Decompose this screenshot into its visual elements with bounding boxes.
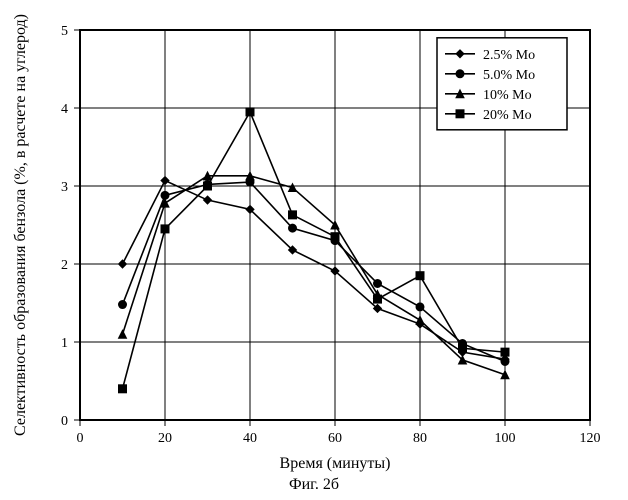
series-marker-mo_20 bbox=[119, 385, 127, 393]
x-tick-label: 60 bbox=[328, 431, 342, 446]
series-marker-mo_20 bbox=[416, 272, 424, 280]
series-marker-mo_20 bbox=[289, 211, 297, 219]
legend-label-mo_5_0: 5.0% Mo bbox=[483, 68, 535, 83]
series-marker-mo_5_0 bbox=[374, 280, 382, 288]
y-tick-label: 1 bbox=[61, 336, 68, 351]
x-tick-label: 40 bbox=[243, 431, 257, 446]
y-tick-label: 4 bbox=[61, 102, 68, 117]
legend-label-mo_20: 20% Mo bbox=[483, 108, 532, 123]
y-axis-label: Селективность образования бензола (%, в … bbox=[12, 14, 29, 436]
series-marker-mo_20 bbox=[246, 108, 254, 116]
x-tick-label: 100 bbox=[495, 431, 516, 446]
legend-marker-mo_20 bbox=[456, 110, 464, 118]
y-tick-label: 2 bbox=[61, 258, 68, 273]
chart-svg: 0 20 40 60 80 100 120 0 1 2 3 4 5 Время (минуты) Селек… bbox=[0, 0, 628, 500]
series-marker-mo_20 bbox=[331, 233, 339, 241]
legend-marker-mo_5_0 bbox=[456, 70, 464, 78]
x-tick-label: 20 bbox=[158, 431, 172, 446]
x-axis-label: Время (минуты) bbox=[280, 455, 391, 472]
x-tick-label: 80 bbox=[413, 431, 427, 446]
y-tick-label: 3 bbox=[61, 180, 68, 195]
figure-caption: Фиг. 2б bbox=[0, 476, 628, 494]
x-tick-label: 120 bbox=[580, 431, 601, 446]
series-marker-mo_20 bbox=[161, 225, 169, 233]
x-tick-label: 0 bbox=[77, 431, 84, 446]
series-marker-mo_20 bbox=[501, 348, 509, 356]
series-marker-mo_20 bbox=[374, 295, 382, 303]
series-marker-mo_20 bbox=[459, 344, 467, 352]
series-marker-mo_5_0 bbox=[119, 301, 127, 309]
legend: 2.5% Mo 5.0% Mo 10% Mo 20% Mo bbox=[437, 38, 567, 130]
legend-label-mo_2_5: 2.5% Mo bbox=[483, 48, 535, 63]
y-tick-label: 5 bbox=[61, 24, 68, 39]
series-marker-mo_5_0 bbox=[289, 224, 297, 232]
legend-label-mo_10: 10% Mo bbox=[483, 88, 532, 103]
series-marker-mo_20 bbox=[204, 182, 212, 190]
series-marker-mo_5_0 bbox=[501, 358, 509, 366]
series-marker-mo_5_0 bbox=[416, 303, 424, 311]
y-tick-label: 0 bbox=[61, 414, 68, 429]
figure-container: 0 20 40 60 80 100 120 0 1 2 3 4 5 Время (минуты) Селек… bbox=[0, 0, 628, 500]
